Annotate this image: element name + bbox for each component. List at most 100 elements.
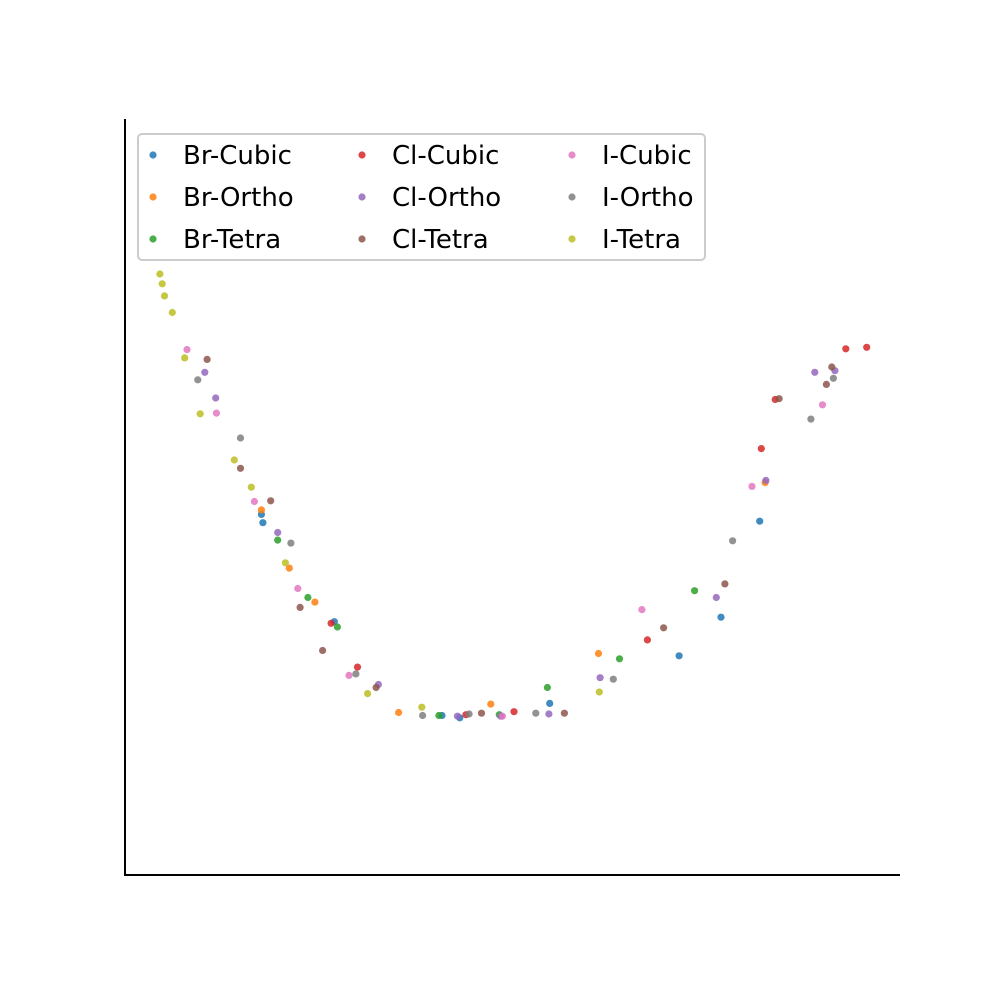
- data-point: [352, 670, 360, 678]
- legend-marker: [149, 235, 157, 243]
- data-point: [477, 709, 486, 717]
- legend-label: Br-Cubic: [183, 141, 292, 171]
- data-point: [532, 709, 540, 717]
- series-i-cubic: [183, 346, 827, 720]
- data-point: [364, 690, 372, 698]
- data-point: [419, 711, 427, 720]
- legend-label: Br-Tetra: [183, 225, 281, 255]
- data-point: [281, 559, 289, 567]
- legend-marker: [149, 193, 157, 201]
- data-point: [236, 434, 245, 442]
- data-point: [296, 603, 304, 612]
- legend-item: I-Ortho: [568, 183, 694, 213]
- data-point: [829, 374, 838, 382]
- data-point: [811, 368, 819, 376]
- data-point: [203, 355, 211, 363]
- data-point: [212, 409, 220, 417]
- legend-label: Br-Ortho: [183, 183, 294, 213]
- legend-marker: [568, 193, 576, 201]
- legend-marker: [358, 235, 366, 243]
- data-point: [863, 343, 871, 351]
- legend-item: Br-Cubic: [149, 141, 292, 171]
- data-point: [168, 308, 176, 317]
- data-point: [543, 683, 552, 692]
- data-point: [274, 536, 282, 544]
- data-point: [287, 539, 295, 547]
- data-point: [842, 345, 850, 353]
- data-point: [615, 655, 624, 663]
- data-point: [638, 606, 646, 614]
- data-point: [158, 280, 166, 288]
- data-point: [756, 517, 764, 525]
- data-point: [498, 712, 506, 720]
- data-point: [595, 688, 603, 696]
- legend-label: Cl-Tetra: [392, 225, 489, 255]
- data-point: [294, 584, 302, 593]
- legend-marker: [358, 151, 366, 159]
- data-point: [822, 380, 831, 388]
- data-point: [311, 598, 319, 606]
- data-point: [729, 537, 737, 545]
- legend-frame: [137, 133, 706, 261]
- data-point: [712, 593, 720, 602]
- data-point: [418, 703, 426, 711]
- series-i-tetra: [156, 270, 603, 711]
- data-point: [333, 623, 341, 631]
- legend-item: I-Tetra: [568, 225, 681, 255]
- legend-item: I-Cubic: [568, 141, 692, 171]
- data-point: [194, 376, 202, 384]
- series-cl-cubic: [327, 343, 871, 719]
- legend-marker: [358, 193, 366, 201]
- data-point: [675, 652, 683, 660]
- data-point: [267, 497, 275, 505]
- data-point: [236, 464, 245, 472]
- data-point: [757, 445, 765, 453]
- data-point: [353, 663, 362, 671]
- data-point: [435, 711, 443, 720]
- data-point: [691, 587, 699, 595]
- series-i-ortho: [194, 374, 838, 720]
- data-point: [717, 613, 725, 621]
- data-point: [327, 619, 335, 627]
- data-point: [775, 395, 783, 403]
- data-point: [201, 368, 209, 376]
- data-point: [762, 476, 770, 484]
- data-point: [748, 482, 756, 490]
- data-point: [247, 483, 255, 491]
- data-point: [274, 528, 282, 537]
- data-point: [660, 624, 668, 632]
- data-point: [304, 593, 312, 602]
- data-points: [156, 270, 871, 722]
- data-point: [828, 363, 836, 371]
- legend: Br-Cubic Br-Ortho Br-Tetra Cl-Cubic Cl-Ortho…: [137, 133, 706, 261]
- data-point: [453, 712, 462, 720]
- data-point: [181, 354, 189, 362]
- data-point: [546, 699, 554, 708]
- data-point: [594, 649, 603, 658]
- data-point: [395, 708, 403, 717]
- data-point: [465, 710, 473, 718]
- legend-label: I-Cubic: [602, 141, 692, 171]
- data-point: [160, 292, 169, 300]
- data-point: [230, 456, 238, 464]
- legend-item: Br-Tetra: [149, 225, 281, 255]
- legend-marker: [149, 151, 157, 159]
- data-point: [487, 700, 495, 708]
- legend-marker: [568, 235, 576, 243]
- data-point: [596, 674, 604, 682]
- data-point: [807, 415, 815, 423]
- data-point: [609, 675, 617, 683]
- data-point: [545, 710, 553, 718]
- data-point: [643, 636, 652, 644]
- data-point: [196, 410, 204, 418]
- data-point: [250, 497, 258, 506]
- data-point: [212, 394, 220, 402]
- data-point: [285, 564, 293, 572]
- data-point: [257, 506, 265, 514]
- legend-item: Cl-Cubic: [358, 141, 499, 171]
- data-point: [259, 519, 267, 527]
- legend-label: I-Tetra: [602, 225, 681, 255]
- data-point: [721, 580, 729, 588]
- data-point: [156, 270, 164, 278]
- data-point: [818, 401, 827, 409]
